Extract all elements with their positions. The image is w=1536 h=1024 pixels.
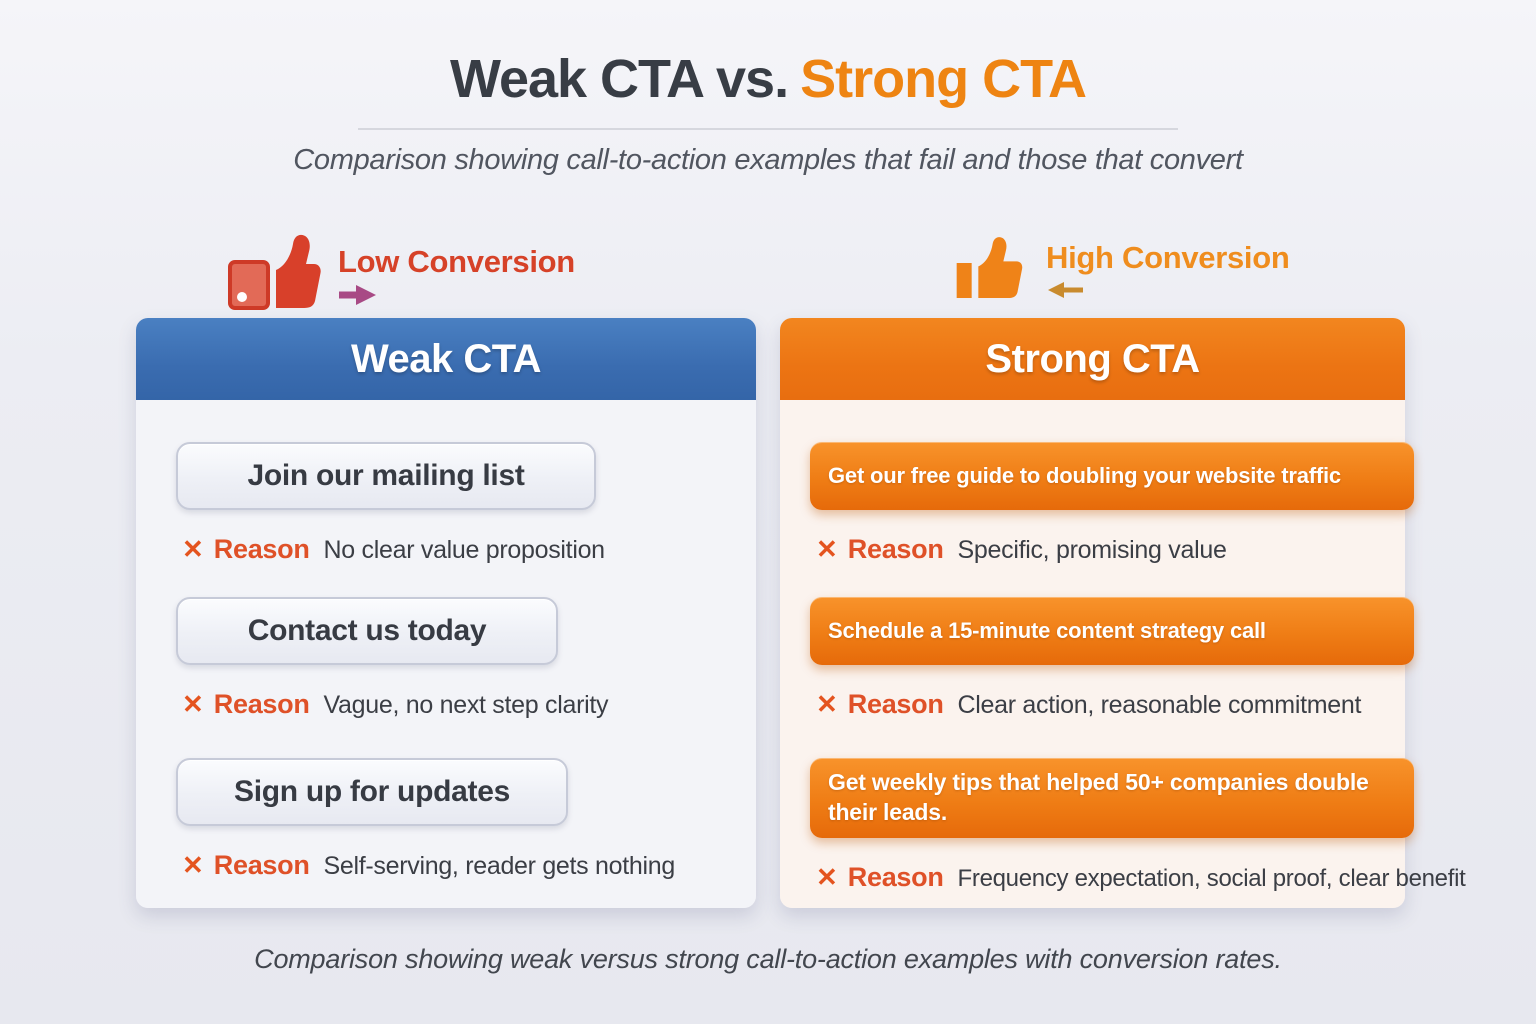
x-mark-icon: ✕ [182,850,204,880]
x-mark-icon: ✕ [816,861,838,892]
reason-label: Reason [847,861,944,892]
weak-cta-card: Weak CTA Join our mailing list ✕ Reason … [136,318,756,908]
high-conversion-text: High Conversion [1046,240,1290,300]
strong-cta-button-2[interactable]: Schedule a 15-minute content strategy ca… [810,597,1414,665]
thumb-red-icon [228,234,321,310]
reason-text: Frequency expectation, social proof, cle… [957,864,1466,892]
strong-reason-2: ✕ Reason Clear action, reasonable commit… [816,689,1414,720]
x-mark-icon: ✕ [182,689,204,719]
thumb-orange-icon [956,237,1023,298]
weak-item-2: Contact us today ✕ Reason Vague, no next… [176,597,609,720]
strong-cta-button-1[interactable]: Get our free guide to doubling your webs… [810,442,1414,510]
arrow-left-icon [1048,282,1083,298]
footer-caption: Comparison showing weak versus strong ca… [254,944,1282,974]
page-title: Weak CTA vs. Strong CTA [0,48,1536,110]
low-conversion-badge: Low Conversion [226,232,575,312]
weak-card-title: Weak CTA [136,318,756,400]
strong-item-2: Schedule a 15-minute content strategy ca… [810,597,1414,720]
weak-reason-1: ✕ Reason No clear value proposition [182,534,605,565]
weak-cta-button-2[interactable]: Contact us today [176,597,558,665]
x-mark-icon: ✕ [182,534,204,564]
weak-cta-button-1[interactable]: Join our mailing list [176,442,596,510]
weak-item-1: Join our mailing list ✕ Reason No clear … [176,442,605,565]
arrow-right-icon [339,285,376,305]
strong-reason-3: ✕ Reason Frequency expectation, social p… [816,862,1466,893]
subtitle: Comparison showing call-to-action exampl… [293,144,1243,176]
reason-label: Reason [213,534,310,564]
reason-label: Reason [213,689,310,719]
x-mark-icon: ✕ [816,534,838,564]
title-divider [358,128,1178,130]
strong-card-title: Strong CTA [780,318,1405,400]
high-conversion-label: High Conversion [1046,240,1290,275]
reason-text: Self-serving, reader gets nothing [323,852,676,880]
weak-reason-3: ✕ Reason Self-serving, reader gets nothi… [182,850,675,881]
weak-item-3: Sign up for updates ✕ Reason Self-servin… [176,758,675,881]
weak-cta-button-3[interactable]: Sign up for updates [176,758,568,826]
strong-card-body: Get our free guide to doubling your webs… [780,400,1466,908]
title-weak-part: Weak CTA vs. [449,49,789,109]
strong-reason-1: ✕ Reason Specific, promising value [816,534,1414,565]
x-mark-icon: ✕ [816,689,838,719]
header: Weak CTA vs. Strong CTA Comparison showin… [0,48,1536,177]
strong-item-1: Get our free guide to doubling your webs… [810,442,1414,565]
low-conversion-label: Low Conversion [338,244,575,279]
reason-label: Reason [847,534,944,564]
weak-card-body: Join our mailing list ✕ Reason No clear … [136,400,756,908]
high-conversion-badge: High Conversion [950,228,1290,308]
reason-label: Reason [847,689,944,719]
reason-text: Specific, promising value [957,536,1227,564]
strong-item-3: Get weekly tips that helped 50+ companie… [810,758,1466,893]
low-conversion-text: Low Conversion [338,244,575,306]
reason-text: No clear value proposition [323,536,606,564]
strong-cta-button-3[interactable]: Get weekly tips that helped 50+ companie… [810,758,1414,838]
title-strong-part: Strong CTA [800,49,1087,109]
reason-label: Reason [213,850,310,880]
reason-text: Clear action, reasonable commitment [957,691,1362,719]
strong-cta-card: Strong CTA Get our free guide to doublin… [780,318,1466,908]
reason-text: Vague, no next step clarity [323,691,609,719]
weak-reason-2: ✕ Reason Vague, no next step clarity [182,689,609,720]
